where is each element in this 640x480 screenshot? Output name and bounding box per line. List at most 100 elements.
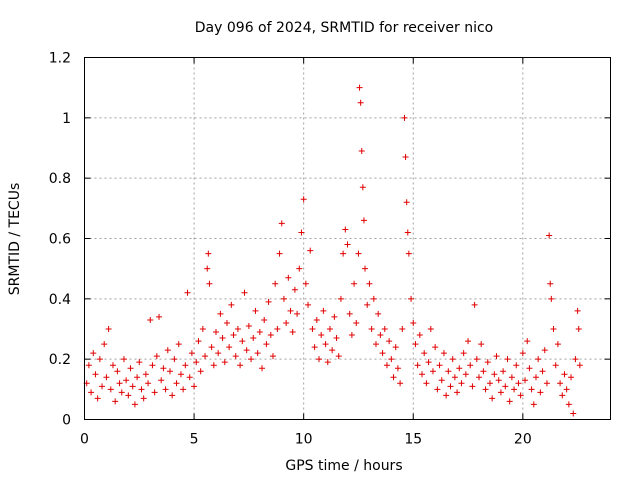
data-point [383,362,390,369]
data-point [465,338,472,345]
data-point [456,365,463,372]
data-point [546,232,553,239]
data-point [524,338,531,345]
data-point [112,398,119,405]
plot-frame [84,57,611,420]
data-point [359,184,366,191]
data-point [377,332,384,339]
data-point [563,386,570,393]
data-point [320,307,327,314]
data-point [88,389,95,396]
y-tick-label: 0.2 [49,352,71,368]
data-point [394,365,401,372]
data-point [366,280,373,287]
data-point [423,380,430,387]
data-point [543,380,550,387]
data-point [370,295,377,302]
data-point [232,353,239,360]
data-point [302,280,309,287]
data-point [156,313,163,320]
data-point [206,280,213,287]
data-point [476,374,482,381]
data-point [414,362,421,369]
data-point [412,341,419,348]
data-point [484,359,491,366]
data-point [408,295,415,302]
data-point [311,344,318,351]
data-point [333,335,340,342]
data-point [234,326,241,332]
data-point [429,368,436,375]
data-point [145,380,152,387]
data-point [462,371,469,378]
data-point [482,386,489,393]
data-point [272,280,279,287]
chart-title: Day 096 of 2024, SRMTID for receiver nic… [195,20,493,36]
data-point [114,368,121,375]
data-point [557,380,564,387]
data-point [289,329,296,336]
data-point [221,359,228,366]
data-point [574,307,581,314]
data-point [241,289,248,296]
data-point [471,301,478,308]
data-point [364,301,371,308]
data-point [90,350,97,357]
data-point [219,335,226,342]
data-point [307,247,314,254]
data-point [285,274,292,281]
data-point [522,377,529,384]
data-point [326,326,333,332]
data-point [478,341,485,348]
data-point [432,344,439,351]
data-point [94,395,101,402]
y-tick-label: 0 [62,413,71,429]
data-point [368,326,375,332]
data-point [379,350,386,357]
data-point [151,389,158,396]
data-point [467,362,474,369]
data-point [568,374,575,381]
data-point [103,374,110,381]
data-point [300,196,307,203]
data-point [274,326,281,332]
data-point [204,265,211,272]
data-point [324,359,331,366]
data-point [504,356,511,363]
data-point [436,362,443,369]
data-point [283,319,290,326]
data-point [570,410,577,417]
data-point [149,362,156,369]
data-point [140,395,147,402]
data-point [491,371,498,378]
data-point [541,347,548,354]
data-point [340,250,347,257]
data-point [305,301,312,308]
data-point [195,338,202,345]
data-point [440,350,447,357]
data-point [180,386,187,393]
data-point [153,353,160,360]
data-point [101,341,108,348]
data-point [99,383,106,390]
data-point [519,350,526,357]
data-point [530,401,537,408]
data-point [469,383,476,390]
y-tick-label: 0.8 [49,171,71,187]
data-point [250,335,257,342]
data-point [375,310,382,317]
data-point [427,326,434,332]
data-point [213,329,219,336]
data-point [173,380,180,387]
data-point [142,371,149,378]
data-point [508,374,515,381]
data-point [335,353,342,360]
data-point [486,380,493,387]
data-point [202,353,209,360]
data-point [226,344,233,351]
data-point [118,389,125,396]
data-point [506,398,513,405]
data-point [497,389,504,396]
data-point [256,329,263,336]
